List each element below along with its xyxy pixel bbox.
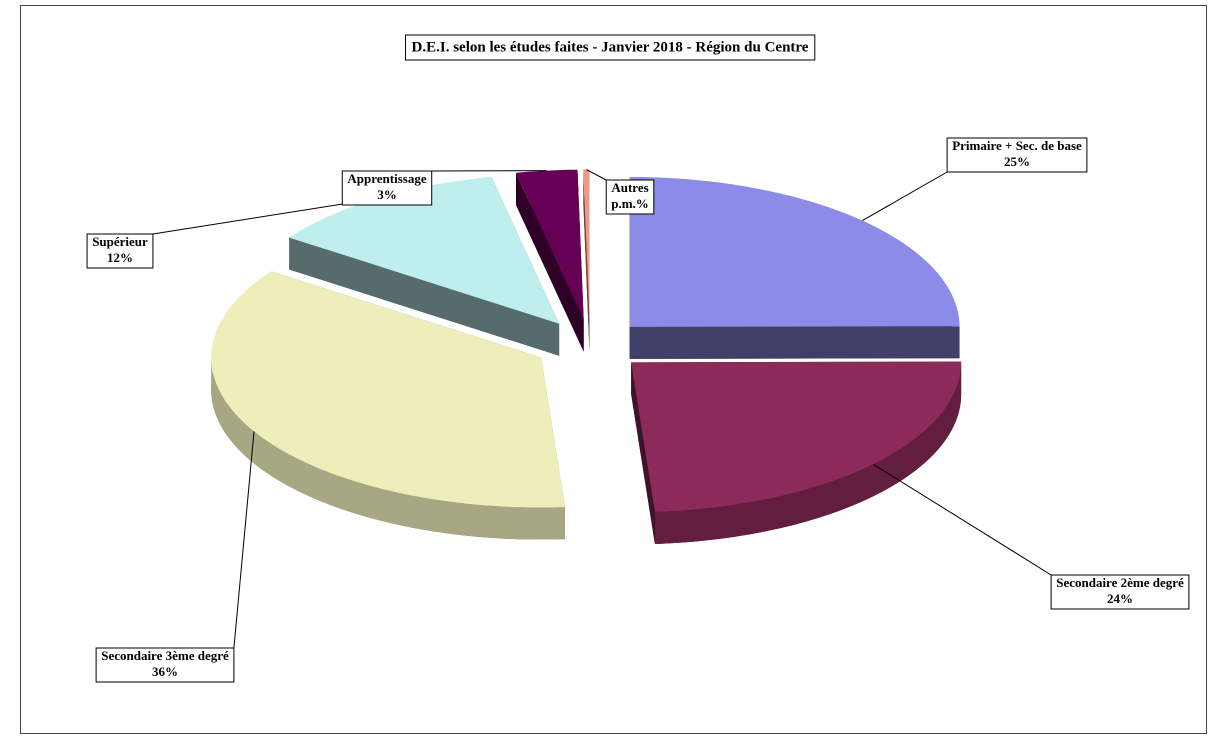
slice-outer-side <box>211 357 565 540</box>
value-label: 24% <box>1107 591 1133 606</box>
leader-line <box>862 171 948 222</box>
slice-label: Apprentissage <box>347 171 426 186</box>
slice-outer-side <box>654 362 962 544</box>
label-box <box>1050 574 1190 610</box>
value-label: p.m.% <box>611 196 649 211</box>
label-box <box>86 233 154 269</box>
slice-label: Autres <box>611 180 648 195</box>
slice <box>211 271 565 540</box>
slice-cut-side <box>631 362 655 544</box>
label-box <box>341 170 433 206</box>
slice-label: Primaire + Sec. de base <box>952 138 1082 153</box>
label-box <box>95 647 235 683</box>
leader-line <box>873 463 1052 576</box>
value-label: 3% <box>377 187 397 202</box>
slice-cut-side <box>515 172 584 352</box>
slice <box>515 169 584 320</box>
leader-line <box>586 169 607 181</box>
leader-line <box>233 431 255 649</box>
title-box <box>405 34 816 61</box>
slice <box>211 271 565 508</box>
slice <box>631 361 962 544</box>
slice-cut-side <box>289 237 560 356</box>
slice <box>631 361 962 512</box>
slice <box>289 176 560 356</box>
slice <box>515 169 584 352</box>
slice <box>583 169 590 320</box>
label-box <box>946 137 1088 173</box>
value-label: 25% <box>1004 154 1030 169</box>
label-box <box>605 179 655 215</box>
slice-cut-side <box>629 326 960 359</box>
value-label: 12% <box>107 250 133 265</box>
slice <box>583 169 590 352</box>
slice-label: Secondaire 2ème degré <box>1056 575 1184 590</box>
slice-label: Secondaire 3ème degré <box>101 648 229 663</box>
slice <box>289 176 560 324</box>
slice-cut-side <box>583 169 590 352</box>
chart-title: D.E.I. selon les études faites - Janvier… <box>412 39 809 55</box>
value-label: 36% <box>152 664 178 679</box>
slice <box>629 176 960 359</box>
chart-frame <box>20 5 1207 734</box>
slice <box>629 176 960 327</box>
slice-label: Supérieur <box>92 234 148 249</box>
leader-line <box>152 197 378 235</box>
